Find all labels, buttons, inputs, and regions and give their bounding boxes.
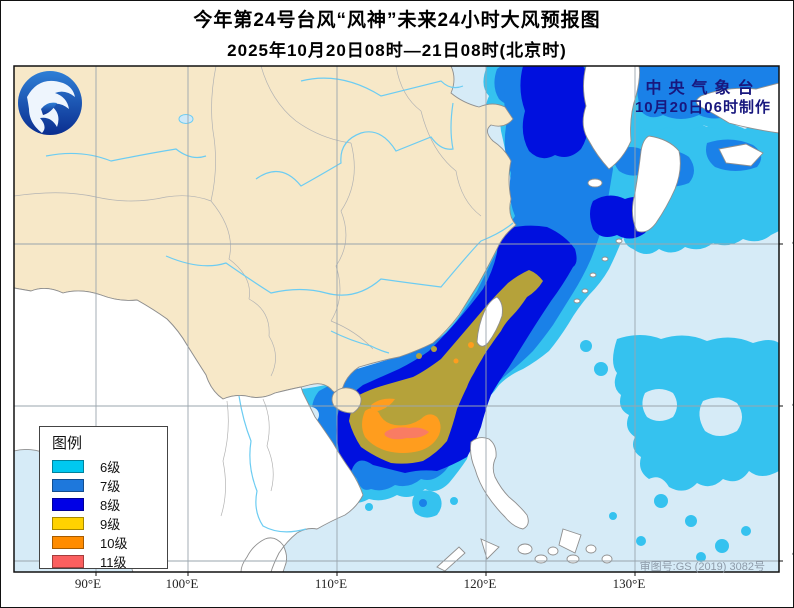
wind-zone-level11 bbox=[384, 427, 429, 440]
axis-ticks bbox=[95, 243, 783, 576]
legend-swatch-10 bbox=[52, 536, 84, 549]
watermark-agency: 中央气象台 bbox=[645, 80, 761, 97]
legend-title: 图例 bbox=[52, 435, 83, 452]
map-approval-number: 审图号:GS (2019) 3082号 bbox=[639, 561, 765, 573]
rivers bbox=[45, 77, 514, 533]
legend-swatch-7 bbox=[52, 479, 84, 492]
ytick-30n: 30°N bbox=[789, 231, 794, 258]
luzon-island bbox=[470, 437, 529, 530]
ytick-10n: 10°N bbox=[789, 542, 794, 569]
kyushu-island bbox=[632, 135, 681, 233]
xtick-130e: 130°E bbox=[612, 576, 646, 591]
jeju-island bbox=[587, 178, 603, 188]
legend-item-9: 9级 bbox=[52, 514, 167, 533]
map-border bbox=[13, 65, 780, 573]
title-block: 今年第24号台风“风神”未来24小时大风预报图 2025年10月20日08时—2… bbox=[1, 5, 793, 61]
xtick-120e: 120°E bbox=[463, 576, 497, 591]
map-subtitle: 2025年10月20日08时—21日08时(北京时) bbox=[227, 41, 567, 60]
sea-holes bbox=[303, 389, 742, 436]
legend-item-8: 8级 bbox=[52, 495, 167, 514]
legend-item-10: 10级 bbox=[52, 533, 167, 552]
legend-swatch-6 bbox=[52, 460, 84, 473]
korea-peninsula bbox=[582, 66, 641, 170]
legend-box: 图例 6级 7级 8级 9级 10级 11级 bbox=[39, 426, 168, 571]
legend-swatch-11 bbox=[52, 555, 84, 568]
shikoku-island bbox=[718, 143, 764, 167]
xtick-110e: 110°E bbox=[314, 576, 348, 591]
legend-swatch-9 bbox=[52, 517, 84, 530]
province-borders bbox=[14, 66, 482, 517]
xtick-90e: 90°E bbox=[74, 576, 102, 591]
xtick-100e: 100°E bbox=[165, 576, 199, 591]
qinghai-lake bbox=[178, 114, 194, 124]
legend-swatch-8 bbox=[52, 498, 84, 511]
map-title: 今年第24号台风“风神”未来24小时大风预报图 bbox=[193, 10, 601, 31]
foreign-landmass-east bbox=[436, 66, 779, 572]
cma-logo-icon bbox=[18, 71, 82, 135]
ytick-20n: 20°N bbox=[789, 393, 794, 420]
legend-item-6: 6级 bbox=[52, 457, 167, 476]
legend-item-7: 7级 bbox=[52, 476, 167, 495]
watermark: 中央气象台 10月20日06时制作 bbox=[635, 79, 771, 117]
watermark-issued: 10月20日06时制作 bbox=[634, 99, 771, 116]
legend-item-11: 11级 bbox=[52, 552, 167, 571]
honshu-island bbox=[696, 82, 779, 134]
